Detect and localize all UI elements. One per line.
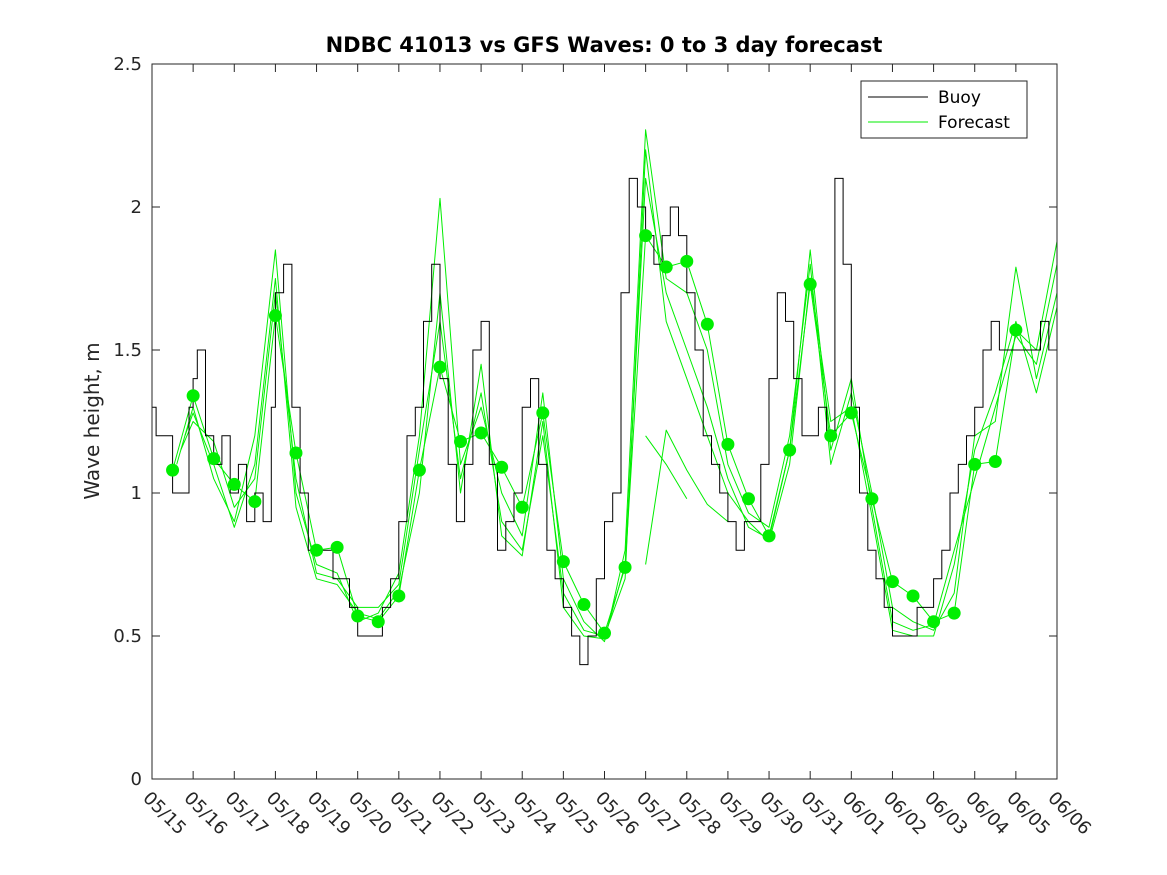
y-tick-label: 2 (131, 197, 142, 218)
forecast-marker (988, 455, 1002, 469)
forecast-marker (885, 575, 899, 589)
forecast-marker (762, 529, 776, 543)
forecast-marker (865, 492, 879, 506)
forecast-marker (844, 406, 858, 420)
y-tick-label: 1.5 (113, 340, 142, 361)
legend: Buoy Forecast (860, 80, 1028, 139)
legend-box (860, 80, 1028, 139)
forecast-marker (783, 443, 797, 457)
forecast-line (184, 177, 1058, 640)
forecast-marker (618, 560, 632, 574)
buoy-line (152, 177, 1057, 666)
forecast-marker (289, 446, 303, 460)
chart-title: NDBC 41013 vs GFS Waves: 0 to 3 day fore… (326, 33, 883, 57)
forecast-marker (454, 435, 468, 449)
forecast-marker (947, 606, 961, 620)
forecast-marker (598, 626, 611, 640)
forecast-marker (248, 495, 262, 509)
legend-forecast-label: Forecast (938, 113, 1010, 133)
forecast-marker (680, 254, 694, 268)
forecast-marker (371, 615, 385, 629)
forecast-marker (207, 452, 221, 466)
forecast-marker (906, 589, 920, 603)
forecast-marker (927, 615, 941, 629)
forecast-marker (659, 260, 673, 274)
forecast-marker (700, 317, 714, 331)
forecast-marker (495, 460, 509, 474)
forecast-marker (741, 492, 755, 506)
forecast-marker (351, 609, 365, 623)
forecast-marker (639, 229, 653, 243)
markers-layer (166, 229, 1023, 640)
forecast-marker (515, 500, 529, 514)
forecast-line (176, 129, 1058, 643)
forecast-marker (968, 457, 982, 471)
forecast-marker (556, 555, 570, 569)
forecast-marker (803, 277, 817, 291)
y-axis-label: Wave height, m (80, 342, 104, 499)
forecast-marker (433, 360, 447, 374)
forecast-line (645, 435, 688, 499)
forecast-marker (721, 437, 735, 451)
y-tick-label: 0 (131, 769, 142, 790)
forecast-marker (536, 406, 550, 420)
forecast-marker (392, 589, 406, 603)
y-tick-label: 2.5 (113, 54, 142, 75)
forecast-marker (824, 429, 838, 443)
forecast-marker (474, 426, 488, 440)
forecast-marker (577, 598, 591, 612)
forecast-marker (227, 477, 241, 491)
forecast-marker (1009, 323, 1023, 337)
forecast-marker (166, 463, 180, 477)
forecast-marker (412, 463, 426, 477)
forecast-marker (310, 543, 324, 557)
forecast-marker (330, 540, 344, 554)
forecast-marker (186, 389, 200, 403)
forecast-line (180, 149, 1058, 637)
y-tick-label: 0.5 (113, 626, 142, 647)
forecast-line (645, 429, 729, 565)
forecast-marker (268, 309, 282, 323)
y-tick-label: 1 (131, 483, 142, 504)
legend-buoy-label: Buoy (938, 88, 981, 108)
